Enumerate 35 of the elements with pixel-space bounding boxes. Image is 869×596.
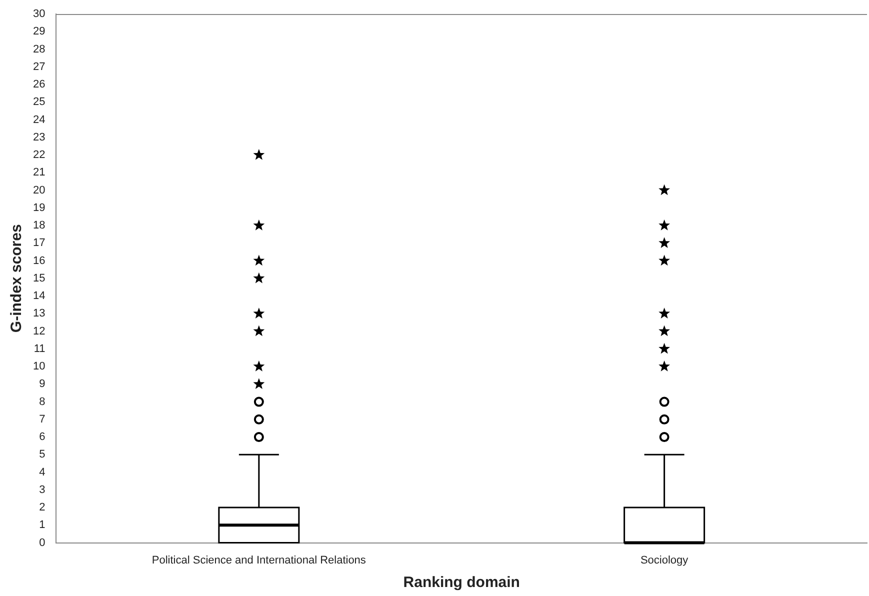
y-tick-label: 19 bbox=[32, 202, 46, 214]
x-axis-title: Ranking domain bbox=[403, 574, 520, 592]
y-tick-label: 12 bbox=[32, 325, 46, 338]
y-tick-label: 30 bbox=[32, 8, 46, 20]
y-tick-label: 28 bbox=[32, 43, 46, 56]
y-tick-label: 22 bbox=[32, 149, 46, 162]
y-tick-label: 29 bbox=[32, 26, 46, 38]
y-tick-label: 16 bbox=[32, 254, 46, 267]
y-tick-label: 5 bbox=[39, 448, 46, 461]
y-tick-label: 23 bbox=[32, 131, 46, 144]
y-tick-label: 27 bbox=[32, 60, 46, 73]
y-tick-label: 14 bbox=[32, 290, 46, 302]
y-axis-title: G-index scores bbox=[8, 224, 26, 333]
y-tick-label: 1 bbox=[39, 519, 46, 532]
y-tick-label: 21 bbox=[32, 166, 46, 179]
y-tick-label: 15 bbox=[32, 272, 46, 284]
y-tick-label: 11 bbox=[34, 342, 46, 355]
x-tick-label: Political Science and International Relations bbox=[152, 554, 366, 566]
y-tick-label: 3 bbox=[39, 484, 46, 496]
y-tick-label: 26 bbox=[32, 78, 46, 91]
y-tick-label: 7 bbox=[39, 413, 46, 426]
y-tick-label: 8 bbox=[39, 396, 46, 408]
y-tick-label: 20 bbox=[32, 184, 46, 196]
y-tick-label: 18 bbox=[32, 220, 46, 232]
y-tick-label: 4 bbox=[39, 466, 46, 478]
y-tick-label: 17 bbox=[32, 237, 46, 250]
x-tick-label: Sociology bbox=[640, 554, 689, 566]
y-tick-label: 10 bbox=[32, 360, 46, 373]
y-tick-label: 6 bbox=[39, 431, 46, 444]
y-tick-label: 0 bbox=[39, 536, 46, 549]
y-tick-label: 13 bbox=[32, 308, 46, 320]
y-tick-label: 24 bbox=[32, 114, 46, 126]
y-tick-label: 25 bbox=[32, 96, 46, 108]
y-tick-label: 9 bbox=[39, 378, 46, 390]
y-tick-label: 2 bbox=[39, 502, 46, 514]
